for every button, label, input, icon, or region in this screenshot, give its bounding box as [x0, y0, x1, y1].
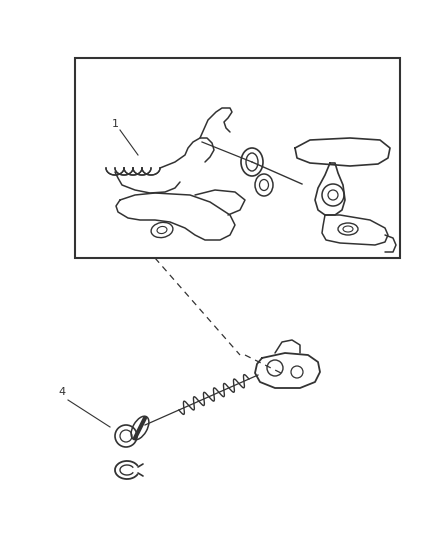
- Text: 1: 1: [112, 119, 119, 129]
- Bar: [75, 58, 399, 258]
- Text: 4: 4: [58, 387, 65, 397]
